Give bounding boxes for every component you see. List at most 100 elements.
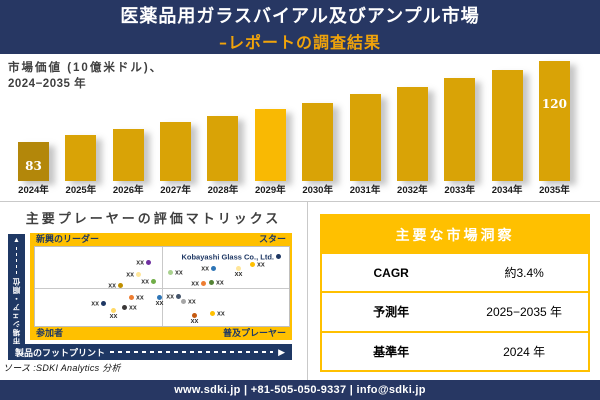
horizontal-divider <box>0 201 600 202</box>
bar-column: 2027年 <box>160 57 192 199</box>
point-label: xx <box>126 271 134 278</box>
report-title: 医薬品用ガラスバイアル及びアンプル市場 <box>120 5 480 27</box>
point-label: xx <box>109 313 118 320</box>
point-label: xx <box>188 298 196 305</box>
chart-subtitle: 市場価値 (10億米ドル)、 2024−2035 年 <box>8 60 163 92</box>
matrix-y-axis: ▲ 市場シェア・順位 <box>8 234 25 360</box>
bottom-section: 主要プレーヤーの評価マトリックス ▲ 市場シェア・順位 新興のリーダー スター … <box>0 202 600 380</box>
matrix-point: xx <box>122 304 137 311</box>
point-label: xx <box>201 265 209 272</box>
matrix-point: xx <box>91 300 106 307</box>
insights-table-row: 基準年 2024 年 <box>322 330 588 370</box>
chart-subtitle-line1: 市場価値 (10億米ドル)、 <box>8 62 164 74</box>
bar-value-label: 120 <box>541 97 567 111</box>
matrix-point: xx <box>110 308 117 320</box>
company-name-label: Kobayashi Glass Co., Ltd. <box>181 252 274 261</box>
evaluation-matrix: ▲ 市場シェア・順位 新興のリーダー スター xx xx xx xx xx xx xx xx K… <box>8 233 292 360</box>
x-axis-dashed-line <box>110 351 274 353</box>
bar-year-label: 2028年 <box>207 185 239 196</box>
matrix-point: xx <box>156 295 163 307</box>
bar-value-label: 83 <box>25 159 42 173</box>
bar-year-label: 2030年 <box>302 185 333 196</box>
bar-year-label: 2035年 <box>539 185 570 196</box>
bar-column: 2029年 <box>254 57 286 199</box>
insight-row-label: 基準年 <box>373 344 410 359</box>
quadrant-label-participants: 参加者 <box>36 328 64 338</box>
insights-table: 主要な市場洞察 CAGR 約3.4% 予測年 2025−2035 年 基準年 2… <box>320 214 590 372</box>
point-label: xx <box>257 261 265 268</box>
x-axis-label: 製品のフットプリント <box>15 347 106 358</box>
market-insights-panel: 主要な市場洞察 CAGR 約3.4% 予測年 2025−2035 年 基準年 2… <box>308 202 600 380</box>
quadrant-label-pervasive-players: 普及プレーヤー <box>222 328 286 338</box>
insights-table-header: 主要な市場洞察 <box>322 216 588 254</box>
bar-year-label: 2025年 <box>65 185 97 196</box>
point-label: xx <box>91 300 99 307</box>
bar <box>396 87 428 181</box>
bar-year-label: 2027年 <box>160 185 191 196</box>
matrix-point: xx <box>126 271 141 278</box>
matrix-frame: 新興のリーダー スター xx xx xx xx xx xx xx xx Kobayashi Gl… <box>30 233 292 340</box>
insight-row-label: CAGR <box>373 265 409 280</box>
matrix-top-labels: 新興のリーダー スター <box>30 233 292 246</box>
bar-column: 83 2024年 <box>18 57 49 199</box>
insight-row-value: 約3.4% <box>504 266 544 281</box>
point-label: xx <box>234 271 243 278</box>
quadrant-label-emerging-leaders: 新興のリーダー <box>36 234 100 244</box>
matrix-point: xx <box>191 280 206 287</box>
y-axis-label: 市場シェア・順位 <box>12 277 21 345</box>
bar-year-label: 2033年 <box>444 185 476 196</box>
bar-column: 2028年 <box>207 57 239 199</box>
point-label: xx <box>175 269 183 276</box>
bar <box>302 103 334 181</box>
footer-contact-bar: www.sdki.jp | +81-505-050-9337 | info@sd… <box>0 380 600 400</box>
insights-table-row: 予測年 2025−2035 年 <box>322 291 588 330</box>
bar-year-label: 2029年 <box>254 185 286 196</box>
bar <box>207 116 239 181</box>
point-label: xx <box>155 300 164 307</box>
quadrant-divider-horizontal <box>35 288 289 290</box>
bar <box>112 129 144 181</box>
insight-row-value: 2024 年 <box>503 344 546 359</box>
bar: 120 <box>538 61 570 181</box>
y-axis-dashed-line <box>15 247 18 275</box>
vertical-divider <box>307 202 308 380</box>
bar-year-label: 2032年 <box>397 185 428 196</box>
matrix-point: xx <box>166 293 181 300</box>
bar <box>254 109 286 181</box>
point-label: xx <box>190 318 199 325</box>
matrix-plot: xx xx xx xx xx xx xx xx Kobayashi Glass Co., Ltd… <box>34 246 290 327</box>
bar-year-label: 2034年 <box>491 185 523 196</box>
point-label: xx <box>191 280 199 287</box>
bar-year-label: 2031年 <box>349 185 381 196</box>
matrix-point: xx <box>136 259 151 266</box>
point-label: xx <box>217 310 225 317</box>
bar-column: 2034年 <box>491 57 523 199</box>
matrix-point: xx <box>191 313 198 325</box>
matrix-point: xx <box>235 266 242 278</box>
quadrant-divider-vertical <box>162 247 163 326</box>
bar <box>491 70 523 181</box>
quadrant-label-star: スター <box>258 234 286 244</box>
point-label: xx <box>216 279 224 286</box>
matrix-point: xx <box>129 294 144 301</box>
chart-subtitle-line2: 2024−2035 年 <box>8 78 87 91</box>
matrix-point: xx <box>181 298 196 305</box>
bar-column: 2030年 <box>302 57 334 199</box>
matrix-point-highlighted-company: Kobayashi Glass Co., Ltd. <box>181 252 281 261</box>
market-value-bar-chart: 市場価値 (10億米ドル)、 2024−2035 年 83 2024年 2025… <box>0 54 600 201</box>
bar-year-label: 2024年 <box>18 185 49 196</box>
bar-column: 2033年 <box>444 57 476 199</box>
bar-column: 120 2035年 <box>538 57 570 199</box>
point-label: xx <box>136 294 144 301</box>
point-label: xx <box>108 282 116 289</box>
bar <box>160 122 192 181</box>
insights-table-body: CAGR 約3.4% 予測年 2025−2035 年 基準年 2024 年 <box>322 254 588 370</box>
matrix-point: xx <box>250 261 265 268</box>
point-label: xx <box>136 259 144 266</box>
matrix-x-axis: 製品のフットプリント ▶ <box>8 344 292 360</box>
source-note: ソース :SDKI Analytics 分析 <box>3 363 121 373</box>
matrix-point: xx <box>210 310 225 317</box>
bar-chart-bars: 83 2024年 2025年 2026年 2027年 2028年 2029年 2… <box>18 57 570 199</box>
bar-column: 2032年 <box>396 57 428 199</box>
bar: 83 <box>18 142 49 181</box>
